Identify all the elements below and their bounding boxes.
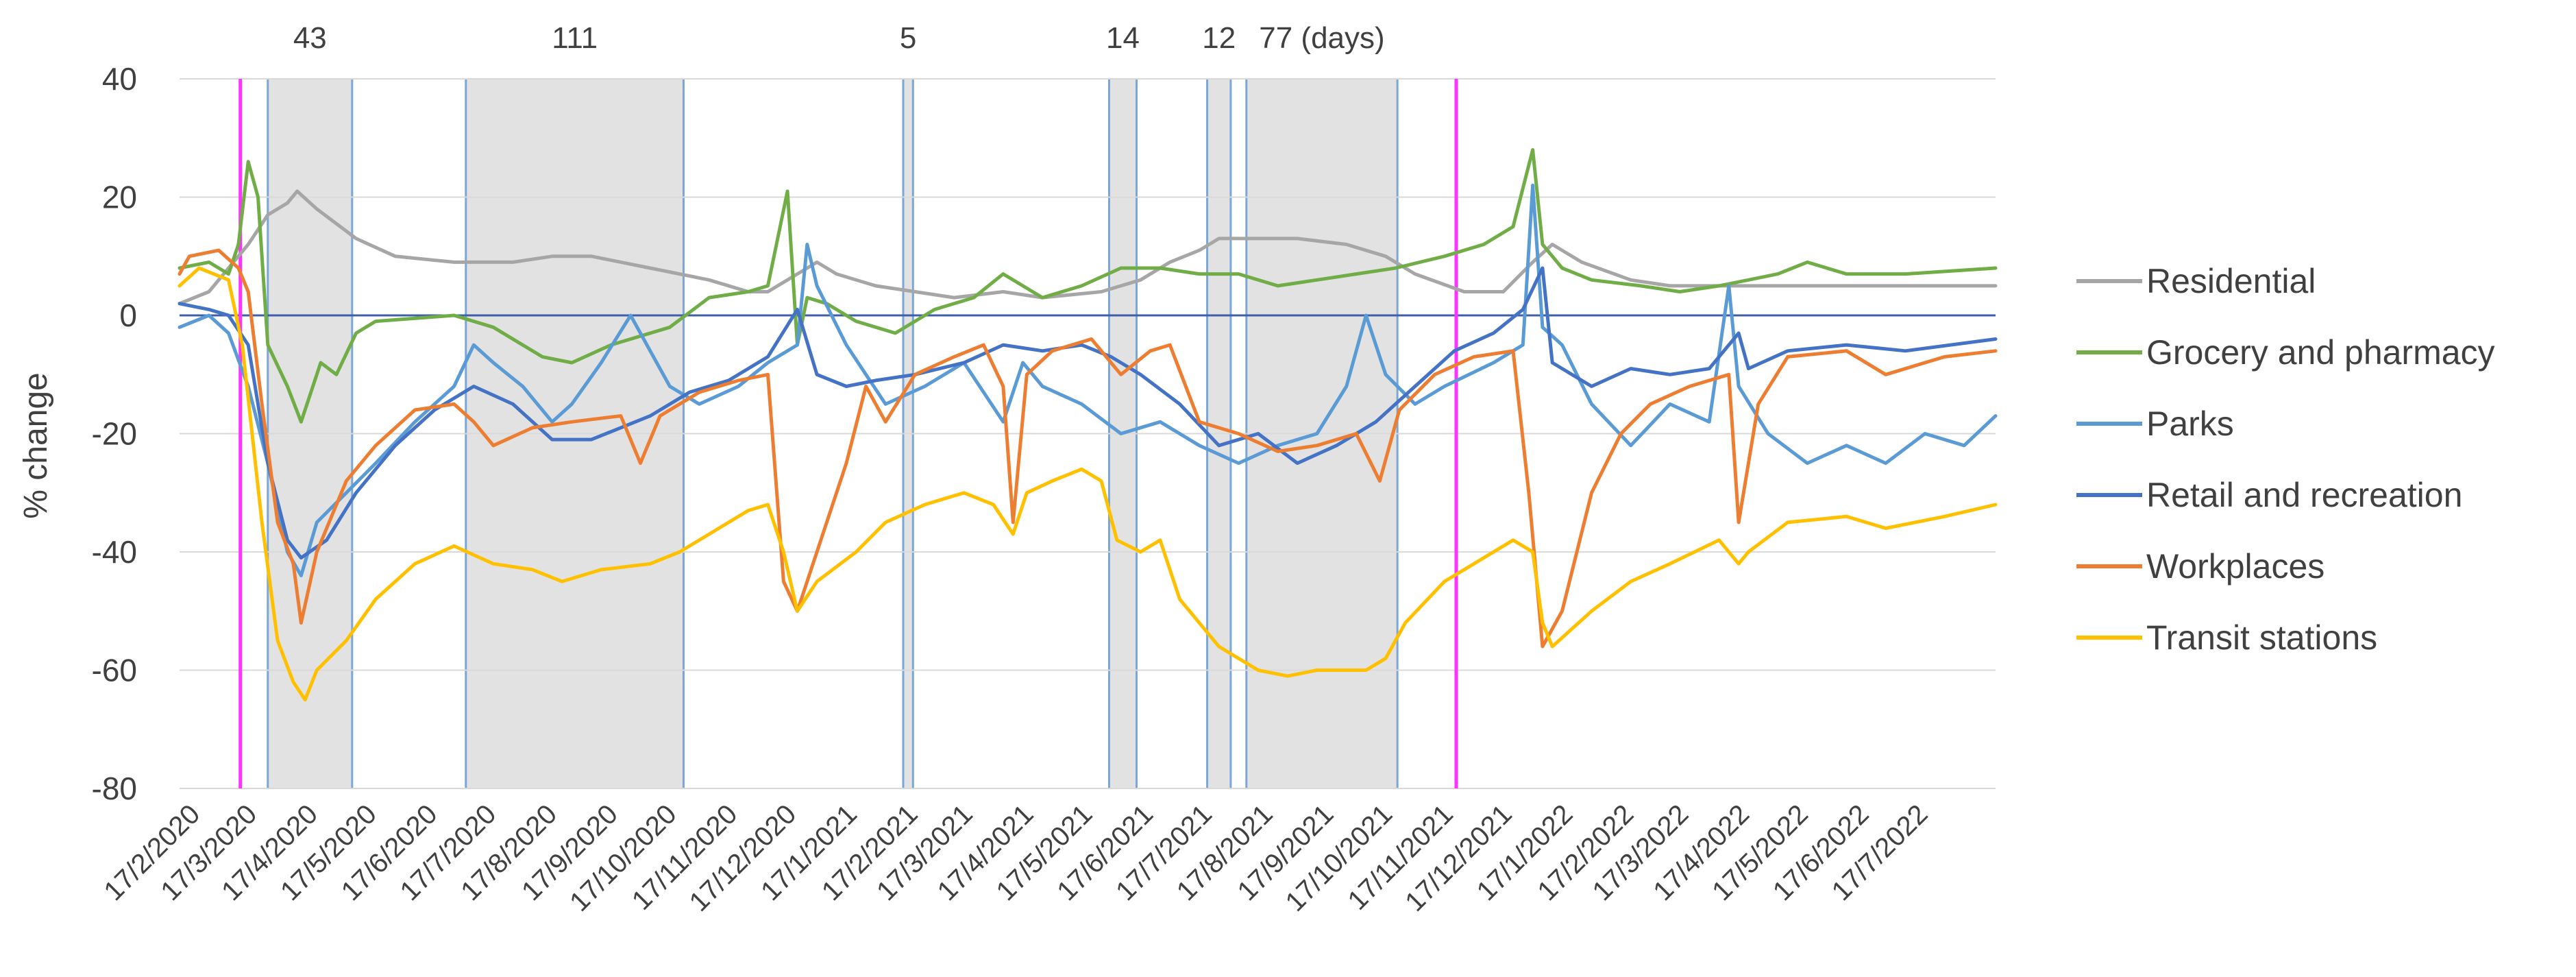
shaded-period-label-4: 12: [1202, 21, 1236, 55]
y-tick-label-3: -20: [92, 416, 137, 452]
y-tick-label-6: -80: [92, 771, 137, 806]
y-axis-label: % change: [18, 372, 54, 519]
shaded-period-label-5: 77 (days): [1259, 21, 1384, 55]
y-tick-label-5: -60: [92, 653, 137, 688]
x-axis-ticks: 17/2/202017/3/202017/4/202017/5/202017/6…: [98, 799, 1933, 917]
event-lines: [238, 79, 1458, 788]
legend-label-4: Workplaces: [2146, 547, 2324, 586]
legend-label-5: Transit stations: [2146, 618, 2377, 657]
gridlines: [180, 78, 1996, 789]
shaded-period-labels: 43 111 5 14 12 77 (days): [293, 21, 1385, 55]
shaded-period-label-3: 14: [1106, 21, 1140, 55]
series-line-grocery-and-pharmacy: [177, 148, 1998, 424]
legend: Residential Grocery and pharmacy Parks Reta…: [2076, 262, 2495, 657]
y-tick-label-0: 40: [102, 61, 137, 97]
series-lines: [177, 148, 1998, 702]
y-tick-label-4: -40: [92, 534, 137, 570]
y-tick-label-1: 20: [102, 180, 137, 215]
legend-label-1: Grocery and pharmacy: [2146, 333, 2495, 372]
y-tick-label-2: 0: [119, 298, 137, 333]
series-line-parks: [177, 183, 1998, 577]
shaded-period-label-2: 5: [900, 21, 916, 55]
series-line-transit-stations: [177, 266, 1998, 702]
legend-label-2: Parks: [2146, 405, 2234, 443]
series-line-retail-and-recreation: [177, 266, 1998, 560]
series-line-workplaces: [177, 248, 1998, 649]
shaded-period-label-1: 111: [552, 21, 598, 55]
shaded-period-label-0: 43: [293, 21, 327, 55]
legend-label-3: Retail and recreation: [2146, 476, 2462, 514]
legend-label-0: Residential: [2146, 262, 2316, 300]
y-axis-ticks: 40 20 0 -20 -40 -60 -80: [92, 61, 137, 806]
